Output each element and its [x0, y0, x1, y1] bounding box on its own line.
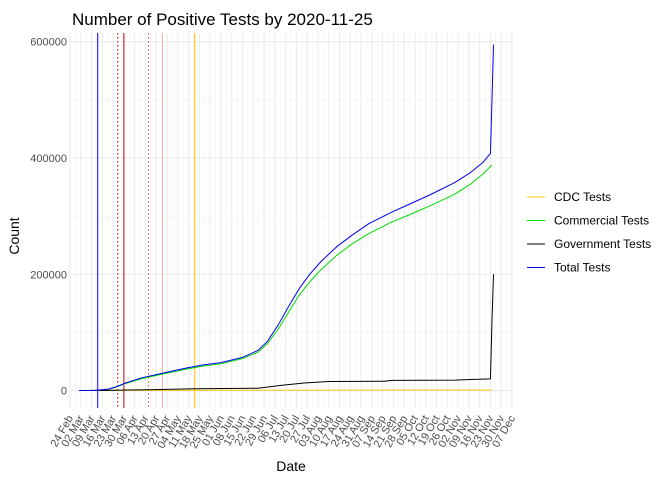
series-line-government-tests	[79, 274, 495, 392]
legend-label: Commercial Tests	[554, 214, 649, 228]
y-tick-label: 0	[61, 386, 67, 398]
gridlines	[69, 33, 513, 408]
reference-lines	[97, 33, 196, 408]
x-axis-title: Date	[276, 458, 306, 474]
legend-label: Total Tests	[554, 261, 610, 275]
series-line-commercial-tests	[79, 164, 493, 392]
y-tick-labels: 0 200000 400000 600000	[30, 37, 67, 398]
series-line-total-tests	[79, 44, 495, 392]
y-tick-label: 200000	[30, 269, 67, 281]
series-lines	[79, 44, 495, 392]
legend-label: Government Tests	[554, 237, 651, 251]
y-tick-label: 600000	[30, 37, 67, 49]
legend: CDC Tests Commercial Tests Government Test…	[527, 190, 651, 275]
chart-title: Number of Positive Tests by 2020-11-25	[72, 10, 373, 29]
y-axis-title: Count	[6, 217, 22, 254]
y-tick-label: 400000	[30, 153, 67, 165]
legend-label: CDC Tests	[554, 190, 611, 204]
